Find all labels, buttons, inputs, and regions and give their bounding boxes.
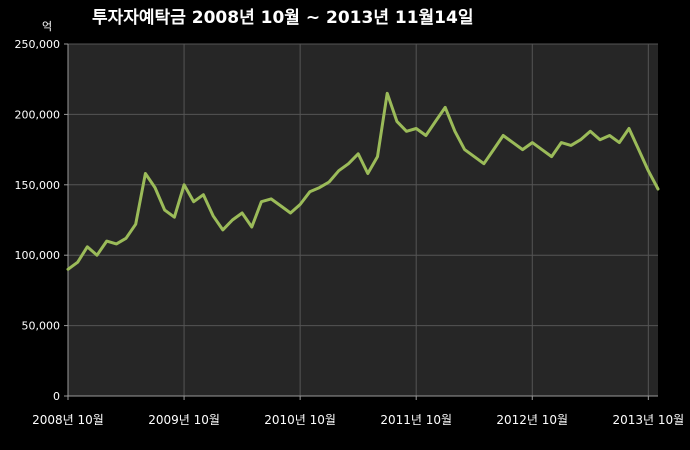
y-tick-label: 0 xyxy=(53,390,60,403)
x-axis-ticks: 2008년 10월 2009년 10월 2010년 10월 2011년 10월 2012… xyxy=(32,396,684,427)
series-layer xyxy=(66,91,660,271)
y-axis-ticks: 0 50,000 100,000 150,000 200,000 250,000 xyxy=(15,38,68,403)
y-tick-label: 150,000 xyxy=(15,179,61,192)
x-tick-label: 2008년 10월 xyxy=(32,413,104,427)
series-line xyxy=(66,91,660,271)
x-tick-label: 2011년 10월 xyxy=(380,413,452,427)
x-tick-label: 2009년 10월 xyxy=(148,413,220,427)
y-axis-unit-label: 억 xyxy=(42,20,53,33)
x-tick-label: 2013년 10월 xyxy=(612,413,684,427)
x-tick-label: 2010년 10월 xyxy=(264,413,336,427)
y-tick-label: 200,000 xyxy=(15,108,61,121)
grid-lines xyxy=(68,43,658,396)
x-tick-label: 2012년 10월 xyxy=(496,413,568,427)
y-tick-label: 50,000 xyxy=(22,320,61,333)
chart-title: 투자자예탁금 2008년 10월 ~ 2013년 11월14일 xyxy=(92,8,474,28)
plot-area xyxy=(68,44,658,396)
y-tick-label: 250,000 xyxy=(15,38,61,51)
y-tick-label: 100,000 xyxy=(15,249,61,262)
